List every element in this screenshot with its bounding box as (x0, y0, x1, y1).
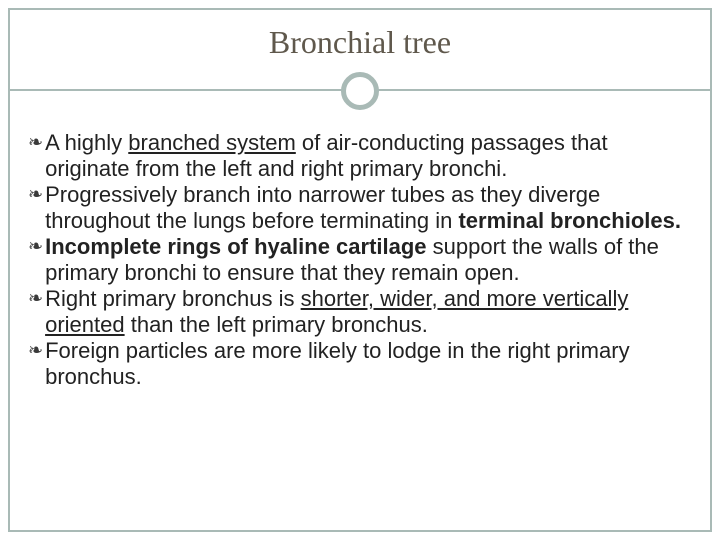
bullet-text: Incomplete rings of hyaline cartilage su… (45, 234, 692, 286)
bullet-item: ❧Right primary bronchus is shorter, wide… (28, 286, 692, 338)
bullet-marker-icon: ❧ (28, 340, 43, 361)
bullet-text: Right primary bronchus is shorter, wider… (45, 286, 692, 338)
bullet-item: ❧Incomplete rings of hyaline cartilage s… (28, 234, 692, 286)
bullet-item: ❧Progressively branch into narrower tube… (28, 182, 692, 234)
bullet-item: ❧Foreign particles are more likely to lo… (28, 338, 692, 390)
bullet-marker-icon: ❧ (28, 132, 43, 153)
bullet-text: A highly branched system of air-conducti… (45, 130, 692, 182)
circle-ornament-icon (341, 72, 379, 110)
bullet-text: Foreign particles are more likely to lod… (45, 338, 692, 390)
bullet-item: ❧A highly branched system of air-conduct… (28, 130, 692, 182)
slide: Bronchial tree ❧A highly branched system… (0, 0, 720, 540)
bullet-marker-icon: ❧ (28, 288, 43, 309)
bullet-list: ❧A highly branched system of air-conduct… (28, 130, 692, 390)
bullet-marker-icon: ❧ (28, 184, 43, 205)
bullet-text: Progressively branch into narrower tubes… (45, 182, 692, 234)
bullet-marker-icon: ❧ (28, 236, 43, 257)
slide-title: Bronchial tree (0, 24, 720, 61)
